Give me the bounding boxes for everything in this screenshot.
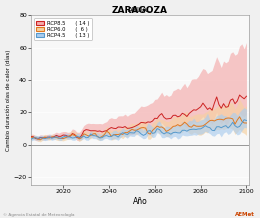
Title: ZARAGOZA: ZARAGOZA <box>112 5 168 15</box>
Text: ANUAL: ANUAL <box>128 7 152 13</box>
X-axis label: Año: Año <box>133 197 147 206</box>
Legend: RCP8.5      ( 14 ), RCP6.0      (  6 ), RCP4.5      ( 13 ): RCP8.5 ( 14 ), RCP6.0 ( 6 ), RCP4.5 ( 13… <box>34 18 92 40</box>
Y-axis label: Cambio duración olas de calor (días): Cambio duración olas de calor (días) <box>5 49 11 151</box>
Text: © Agencia Estatal de Meteorología: © Agencia Estatal de Meteorología <box>3 213 74 217</box>
Text: AEMet: AEMet <box>235 212 255 217</box>
